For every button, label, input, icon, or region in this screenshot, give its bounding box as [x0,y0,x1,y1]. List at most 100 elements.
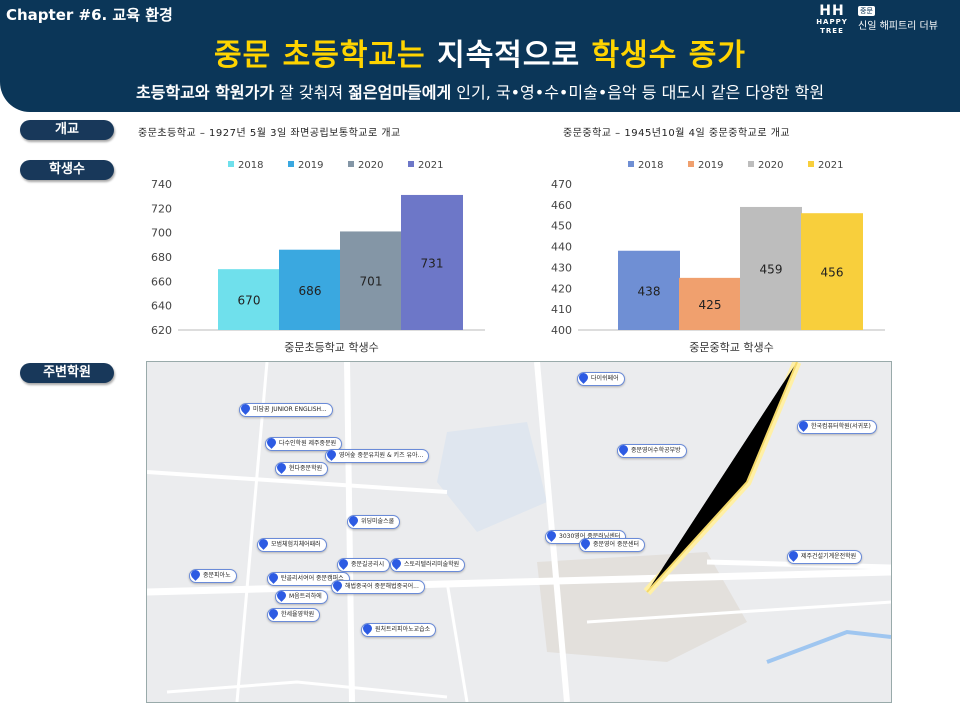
map-pin[interactable]: 다이쉬페어 [577,371,625,386]
map-pin[interactable]: 현다중문학원 [275,461,329,476]
map-pin-icon [257,537,270,550]
map-pin-icon [275,589,288,602]
map-pin[interactable]: 탄골리서여어 중문캠퍼스 [267,571,350,586]
map-pin[interactable]: 모범체험치체어패러 [257,537,327,552]
y-tick-label: 430 [551,261,572,274]
y-tick-label: 440 [551,241,572,254]
y-tick-label: 660 [151,275,172,288]
map-pin-icon [267,571,280,584]
x-axis-label: 중문중학교 학생수 [689,341,773,354]
map-pin-icon [577,371,590,384]
map-pin[interactable]: 중문영어 중문센터 [579,537,646,552]
y-tick-label: 620 [151,324,172,337]
bar [801,213,863,330]
logo-badge: 중문 [858,6,875,16]
elementary-opening-note: 중문초등학교 – 1927년 5월 3일 좌면공립보통학교로 개교 [138,128,401,139]
map-pin[interactable]: 한국컴퓨터학원(서귀포) [797,419,877,434]
data-label: 438 [638,284,661,298]
data-label: 425 [699,298,722,312]
map-pin[interactable]: 영어숲 중문유치원 & 키즈 유아... [325,448,430,463]
map-pin-icon [797,419,810,432]
opening-label: 개교 [20,120,114,140]
legend-swatch [408,161,414,167]
map-pin[interactable]: 위딩미술스쿨 [347,514,401,529]
elementary-students-chart: 620 640 660 680 700 720 740 670 686 701 731 2018 201… [151,160,485,354]
legend-label: 2019 [698,160,723,171]
map-pin-icon [337,557,350,570]
y-tick-label: 420 [551,282,572,295]
chapter-label: Chapter #6. 교육 환경 [6,6,173,24]
legend-swatch [748,161,754,167]
academies-label: 주변학원 [20,363,114,383]
bar [340,231,402,330]
bar [618,250,680,330]
page-title: 중문 초등학교는 지속적으로 학생수 증가 [214,38,746,73]
map-pin-icon [617,443,630,456]
map-pin-icon [579,537,592,550]
map-pin-icon [189,568,202,581]
y-tick-label: 410 [551,303,572,316]
map-pin[interactable]: 한세율영학원 [267,607,321,622]
brand-logo: HH HAPPY TREE 중문 신일 해피트리 더뷰 [810,4,950,35]
header-banner: Chapter #6. 교육 환경 HH HAPPY TREE 중문 신일 해피… [0,0,960,112]
y-tick-label: 740 [151,178,172,191]
map-pin[interactable]: 해법중국어 중문해법중국어... [331,579,425,594]
data-label: 456 [821,266,844,280]
bar [279,249,341,330]
map-pin-icon [265,436,278,449]
map-pin[interactable]: 스토리텔러리미술학원 [390,557,466,572]
legend-label: 2019 [298,160,323,171]
middle-opening-note: 중문중학교 – 1945년10월 4일 중문중학교로 개교 [563,128,791,139]
map-pin-icon [390,557,403,570]
legend-label: 2018 [638,160,663,171]
data-label: 459 [760,262,783,276]
map-pin[interactable]: 중문길공리시 [337,557,391,572]
y-tick-label: 450 [551,220,572,233]
bar [401,194,463,330]
map-pin-icon [239,402,252,415]
legend-label: 2021 [418,160,443,171]
map-pin-icon [331,579,344,592]
data-label: 670 [238,294,261,308]
y-tick-label: 470 [551,178,572,191]
page-subtitle: 초등학교와 학원가가 잘 갖춰져 젊은엄마들에게 인기, 국•영•수•미술•음악… [135,83,825,102]
legend-swatch [348,161,354,167]
map-pin-icon [545,529,558,542]
bar [679,277,741,330]
data-label: 686 [299,284,322,298]
legend-label: 2020 [758,160,783,171]
map-pin[interactable]: 중문영어수학공부방 [617,443,687,458]
y-tick-label: 460 [551,199,572,212]
map-pin[interactable]: 원처트리피아노교습소 [361,622,437,637]
bar [740,206,802,330]
map-pin[interactable]: 다수인학원 제주중문원 [265,436,343,451]
map-pin[interactable]: 제주건설기계운전학원 [787,549,863,564]
map-pin-icon [325,448,338,461]
bar [218,269,280,330]
legend-label: 2021 [818,160,843,171]
map-pin-icon [361,622,374,635]
y-tick-label: 700 [151,227,172,240]
legend-swatch [288,161,294,167]
x-axis-label: 중문초등학교 학생수 [284,341,379,354]
legend-swatch [808,161,814,167]
happy-tree-logo-icon: HH HAPPY TREE [816,3,848,35]
legend-swatch [228,161,234,167]
students-label: 학생수 [20,160,114,180]
academy-map[interactable]: 미담꿈 JUNIOR ENGLISH... 다수인학원 제주중문원 영어숲 중문… [146,361,892,703]
y-tick-label: 640 [151,300,172,313]
map-pin-icon [267,607,280,620]
map-pin[interactable]: 중문피아노 [189,568,237,583]
middle-students-chart: 400 410 420 430 440 450 460 470 438 425 459 456 2018… [551,160,885,354]
legend-label: 2018 [238,160,263,171]
map-pin[interactable]: M음트리하에 [275,589,328,604]
y-tick-label: 720 [151,202,172,215]
logo-name: 신일 해피트리 더뷰 [858,21,938,32]
legend-swatch [688,161,694,167]
map-pin-icon [275,461,288,474]
y-tick-label: 400 [551,324,572,337]
data-label: 701 [360,275,383,289]
y-tick-label: 680 [151,251,172,264]
map-pin[interactable]: 미담꿈 JUNIOR ENGLISH... [239,402,333,417]
map-pin-icon [787,549,800,562]
